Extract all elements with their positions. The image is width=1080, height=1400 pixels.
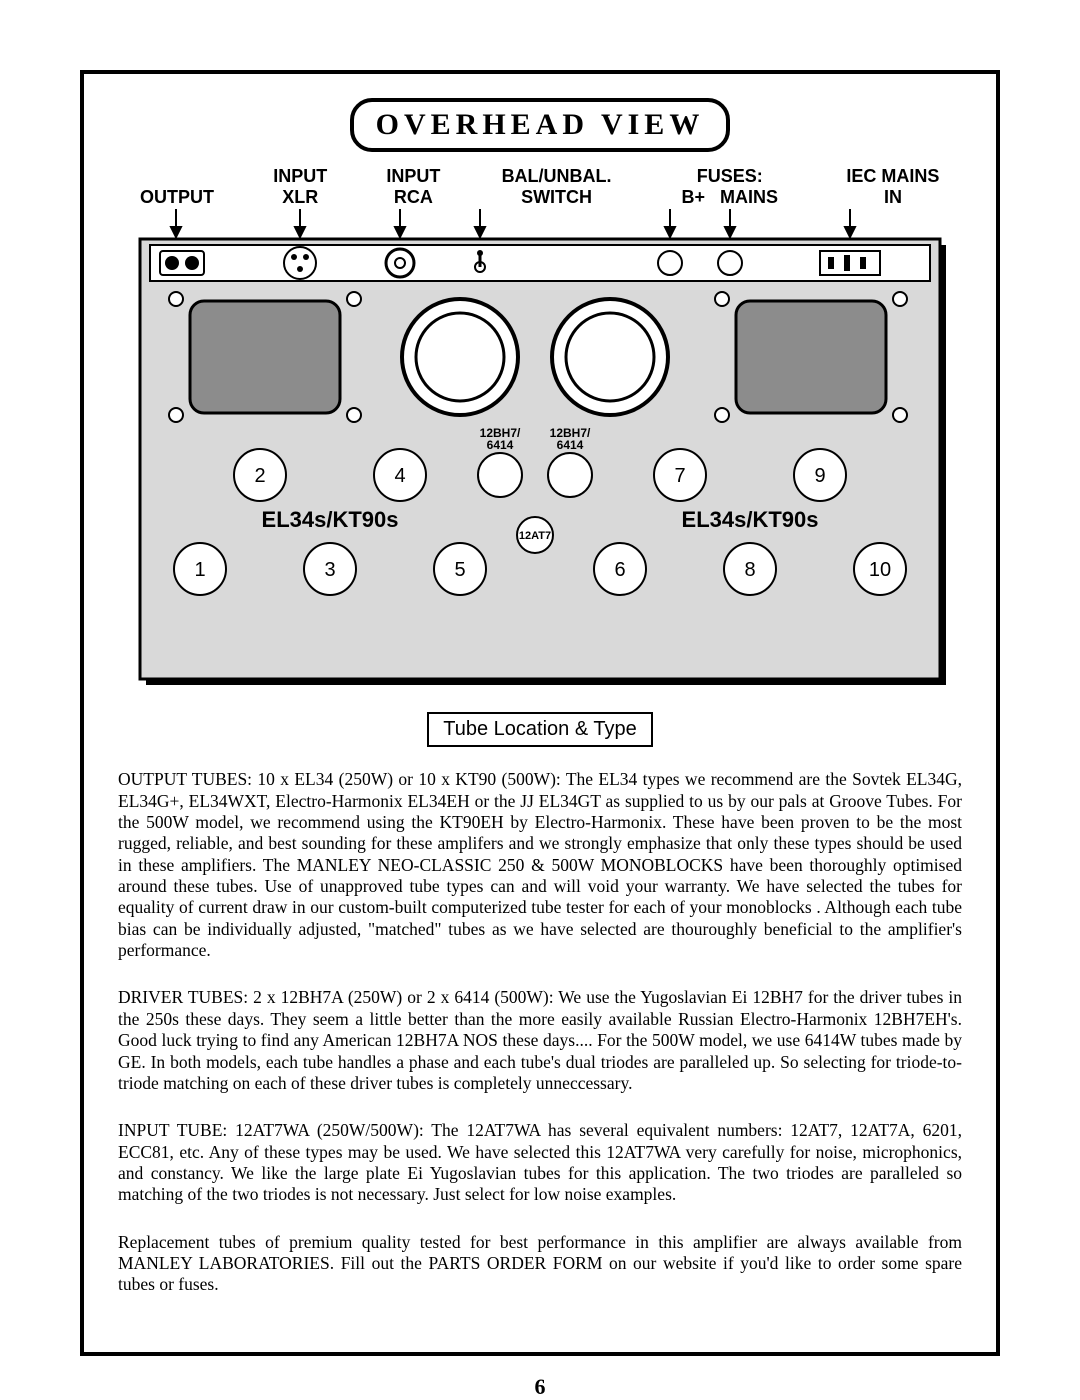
page-frame: OVERHEAD VIEW OUTPUT INPUT XLR INPUT RCA… bbox=[80, 70, 1000, 1356]
label-iec-mains: IEC MAINS IN bbox=[828, 166, 958, 207]
svg-text:1: 1 bbox=[194, 559, 205, 581]
label-input-xlr: INPUT XLR bbox=[255, 166, 345, 207]
overhead-diagram: 12BH7/ 6414 12BH7/ 6414 12AT7 EL34s/KT90… bbox=[130, 209, 950, 694]
tube-group-right: EL34s/KT90s bbox=[682, 507, 819, 532]
svg-text:6: 6 bbox=[614, 559, 625, 581]
svg-text:6414: 6414 bbox=[557, 438, 584, 452]
svg-text:8: 8 bbox=[744, 559, 755, 581]
svg-text:2: 2 bbox=[254, 465, 265, 487]
svg-text:9: 9 bbox=[814, 465, 825, 487]
label-bal-unbal: BAL/UNBAL. SWITCH bbox=[482, 166, 632, 207]
label-input-rca: INPUT RCA bbox=[368, 166, 458, 207]
paragraph-output-tubes: OUTPUT TUBES: 10 x EL34 (250W) or 10 x K… bbox=[118, 769, 962, 961]
svg-text:4: 4 bbox=[394, 465, 405, 487]
svg-text:7: 7 bbox=[674, 465, 685, 487]
connector-labels: OUTPUT INPUT XLR INPUT RCA BAL/UNBAL. SW… bbox=[122, 166, 958, 207]
label-fuses: FUSES: B+ MAINS bbox=[655, 166, 805, 207]
sub-caption: Tube Location & Type bbox=[427, 712, 652, 747]
svg-text:10: 10 bbox=[869, 559, 891, 581]
paragraph-driver-tubes: DRIVER TUBES: 2 x 12BH7A (250W) or 2 x 6… bbox=[118, 987, 962, 1094]
input-tube-label: 12AT7 bbox=[519, 530, 551, 542]
paragraph-replacement: Replacement tubes of premium quality tes… bbox=[118, 1232, 962, 1296]
page-title: OVERHEAD VIEW bbox=[350, 98, 731, 152]
svg-text:5: 5 bbox=[454, 559, 465, 581]
label-output: OUTPUT bbox=[122, 166, 232, 207]
paragraph-input-tube: INPUT TUBE: 12AT7WA (250W/500W): The 12A… bbox=[118, 1120, 962, 1205]
svg-text:3: 3 bbox=[324, 559, 335, 581]
tube-group-left: EL34s/KT90s bbox=[262, 507, 399, 532]
page-number: 6 bbox=[0, 1374, 1080, 1400]
title-wrap: OVERHEAD VIEW bbox=[114, 98, 966, 152]
svg-text:6414: 6414 bbox=[487, 438, 514, 452]
sub-caption-wrap: Tube Location & Type bbox=[114, 712, 966, 747]
